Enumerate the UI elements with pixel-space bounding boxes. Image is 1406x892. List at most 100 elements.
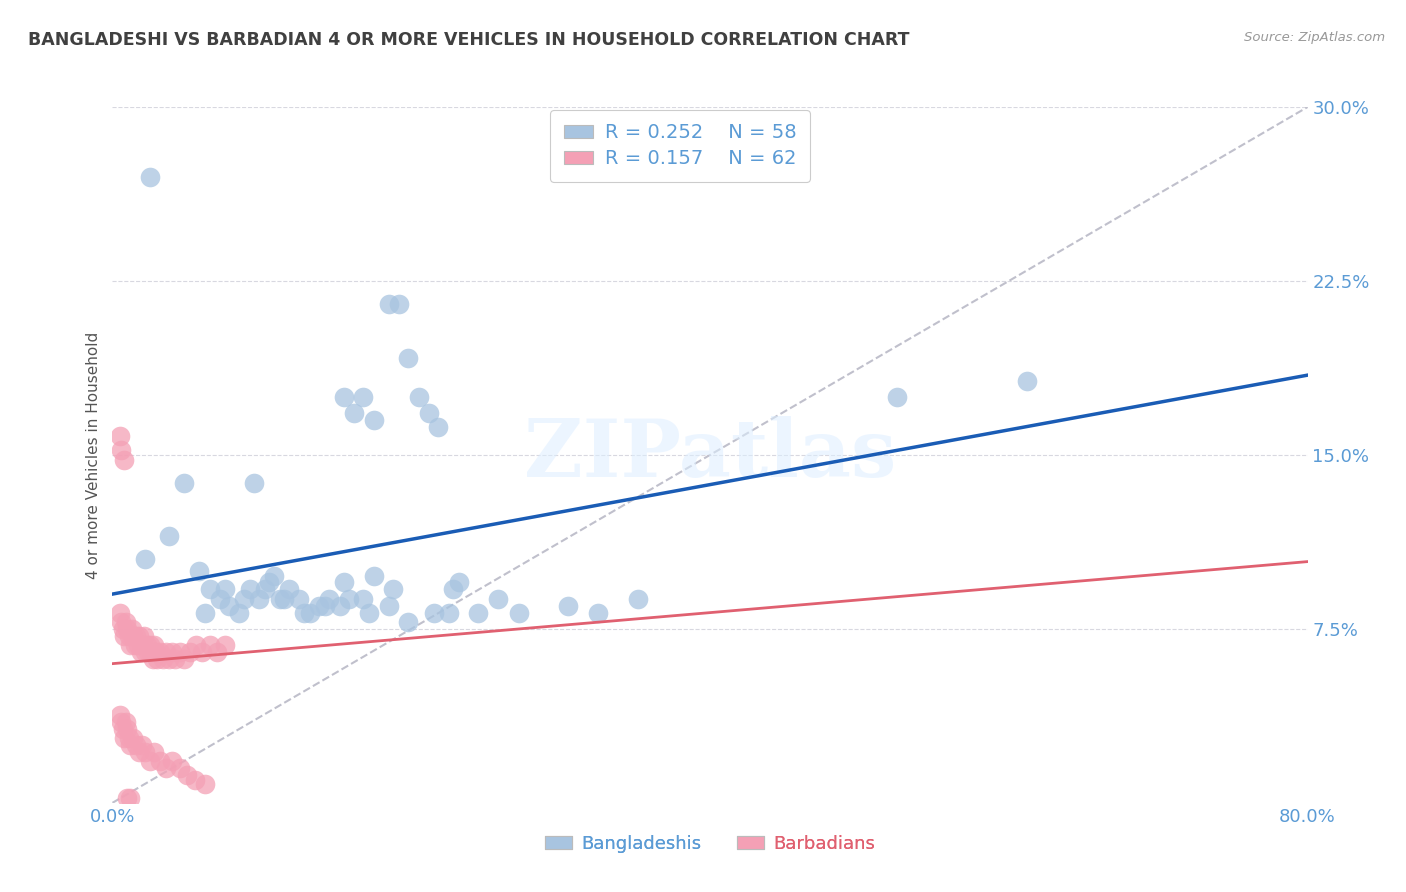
Point [263,568,285,582]
Legend: Bangladeshis, Barbadians: Bangladeshis, Barbadians [537,828,883,860]
Point [146,652,169,666]
Point [273,591,295,606]
Point [114,731,135,745]
Point [118,731,141,745]
Point [108,606,131,620]
Point [122,731,145,745]
Point [427,420,450,434]
Point [378,599,401,613]
Point [259,575,281,590]
Text: BANGLADESHI VS BARBADIAN 4 OR MORE VEHICLES IN HOUSEHOLD CORRELATION CHART: BANGLADESHI VS BARBADIAN 4 OR MORE VEHIC… [28,31,910,49]
Point [363,413,385,427]
Point [214,638,236,652]
Point [437,606,460,620]
Point [143,638,166,652]
Point [467,606,489,620]
Point [194,606,217,620]
Point [557,599,579,613]
Point [228,606,250,620]
Point [382,582,405,597]
Point [118,629,141,643]
Point [441,582,464,597]
Point [120,738,142,752]
Point [152,652,174,666]
Point [353,390,375,404]
Point [115,714,138,729]
Point [214,582,236,597]
Point [188,564,211,578]
Point [209,591,232,606]
Point [115,615,138,629]
Point [108,429,131,443]
Point [508,606,530,620]
Point [586,606,609,620]
Point [110,443,132,458]
Point [243,475,266,490]
Point [110,714,132,729]
Point [155,761,177,775]
Point [183,772,205,787]
Point [142,652,165,666]
Point [165,652,187,666]
Point [169,761,191,775]
Point [486,591,509,606]
Point [277,582,299,597]
Point [121,622,143,636]
Point [114,452,135,467]
Y-axis label: 4 or more Vehicles in Household: 4 or more Vehicles in Household [86,331,101,579]
Point [292,606,315,620]
Point [353,591,375,606]
Point [129,645,152,659]
Point [139,754,162,768]
Point [363,568,385,582]
Point [149,754,172,768]
Point [157,529,180,543]
Point [191,645,214,659]
Point [298,606,321,620]
Point [138,645,160,659]
Point [186,638,208,652]
Point [239,582,262,597]
Point [886,390,908,404]
Point [176,768,198,782]
Point [162,645,183,659]
Point [157,652,180,666]
Point [418,406,440,420]
Point [145,645,167,659]
Point [117,622,139,636]
Point [205,645,228,659]
Point [128,745,150,759]
Point [132,629,155,643]
Point [128,629,150,643]
Point [134,745,156,759]
Point [359,606,381,620]
Point [134,645,156,659]
Point [122,629,145,643]
Point [408,390,430,404]
Point [179,645,201,659]
Point [314,599,336,613]
Text: ZIPatlas: ZIPatlas [524,416,896,494]
Point [117,791,139,805]
Point [198,582,221,597]
Point [139,169,162,184]
Point [194,777,217,791]
Point [120,791,142,805]
Point [162,754,183,768]
Point [127,638,149,652]
Point [396,351,419,365]
Point [120,638,142,652]
Point [134,552,156,566]
Point [108,707,131,722]
Point [1015,374,1038,388]
Point [141,645,163,659]
Point [155,645,177,659]
Point [422,606,444,620]
Point [169,645,191,659]
Point [139,638,162,652]
Point [627,591,650,606]
Point [218,599,240,613]
Point [333,575,356,590]
Point [396,615,419,629]
Point [125,629,148,643]
